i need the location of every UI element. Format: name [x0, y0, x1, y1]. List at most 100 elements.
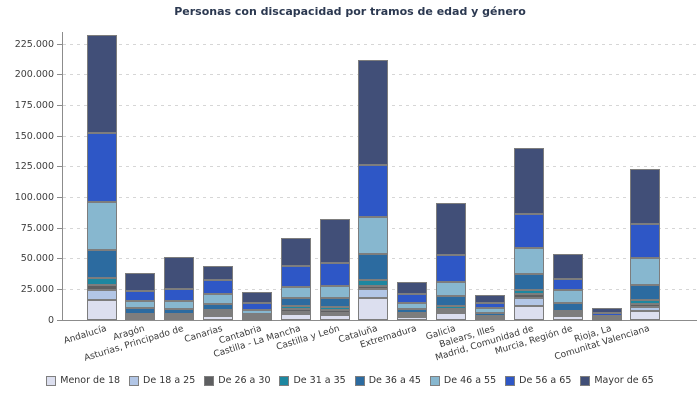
bar-segment-de-36-a-45[interactable]	[475, 312, 505, 316]
legend-item-de-56-a-65[interactable]: De 56 a 65	[505, 375, 571, 386]
bar-segment-de-36-a-45[interactable]	[86, 249, 117, 279]
bar-segment-menor-de-18[interactable]	[436, 313, 467, 320]
bar-segment-mayor-de-65[interactable]	[241, 292, 272, 304]
bar-segment-de-36-a-45[interactable]	[436, 295, 467, 306]
bar-segment-de-36-a-45[interactable]	[630, 285, 661, 301]
bar-segment-mayor-de-65[interactable]	[630, 169, 661, 224]
bar-segment-mayor-de-65[interactable]	[86, 35, 117, 133]
bar-segment-menor-de-18[interactable]	[397, 316, 428, 320]
bar-segment-mayor-de-65[interactable]	[280, 238, 311, 266]
bar-segment-de-56-a-65[interactable]	[86, 132, 117, 202]
bar-segment-de-31-a-35[interactable]	[280, 305, 311, 310]
bar-segment-de-18-a-25[interactable]	[630, 306, 661, 311]
bar-segment-menor-de-18[interactable]	[630, 310, 661, 320]
bar-segment-de-26-a-30[interactable]	[358, 285, 389, 289]
bar-segment-de-46-a-55[interactable]	[125, 300, 156, 309]
bar-segment-de-46-a-55[interactable]	[513, 248, 544, 275]
bar-segment-de-18-a-25[interactable]	[358, 288, 389, 298]
bar-segment-de-31-a-35[interactable]	[475, 315, 505, 318]
bar-segment-mayor-de-65[interactable]	[397, 281, 428, 295]
bar-segment-mayor-de-65[interactable]	[358, 59, 389, 165]
bar-segment-de-26-a-30[interactable]	[203, 312, 234, 315]
legend-item-de-26-a-30[interactable]: De 26 a 30	[204, 375, 270, 386]
bar-segment-mayor-de-65[interactable]	[436, 203, 467, 256]
bar-segment-de-18-a-25[interactable]	[203, 313, 234, 316]
bar-segment-menor-de-18[interactable]	[358, 297, 389, 320]
bar-segment-menor-de-18[interactable]	[86, 300, 117, 320]
bar-segment-de-56-a-65[interactable]	[358, 165, 389, 218]
bar-segment-de-26-a-30[interactable]	[280, 309, 311, 312]
bar-segment-de-56-a-65[interactable]	[280, 265, 311, 287]
bar-segment-de-56-a-65[interactable]	[241, 303, 272, 310]
bar-segment-de-56-a-65[interactable]	[591, 312, 622, 316]
bar-segment-de-46-a-55[interactable]	[591, 315, 622, 318]
bar-segment-mayor-de-65[interactable]	[203, 266, 234, 281]
bar-segment-de-26-a-30[interactable]	[630, 304, 661, 307]
bar-segment-de-46-a-55[interactable]	[319, 285, 350, 299]
bar-segment-de-31-a-35[interactable]	[203, 309, 234, 313]
bar-segment-de-31-a-35[interactable]	[164, 314, 195, 317]
bar-segment-de-56-a-65[interactable]	[397, 294, 428, 304]
bar-segment-de-31-a-35[interactable]	[125, 314, 156, 317]
bar-segment-mayor-de-65[interactable]	[319, 219, 350, 263]
bar-segment-menor-de-18[interactable]	[203, 315, 234, 320]
bar-segment-de-46-a-55[interactable]	[397, 303, 428, 310]
legend-item-de-46-a-55[interactable]: De 46 a 55	[429, 375, 496, 386]
bar-segment-de-26-a-30[interactable]	[552, 312, 583, 315]
bar-segment-de-31-a-35[interactable]	[513, 290, 544, 295]
bar-segment-de-31-a-35[interactable]	[436, 305, 467, 310]
bar-segment-de-18-a-25[interactable]	[319, 312, 350, 316]
legend-item-mayor-de-65[interactable]: Mayor de 65	[580, 375, 654, 386]
bar-segment-de-26-a-30[interactable]	[513, 294, 544, 299]
bar-segment-de-26-a-30[interactable]	[86, 285, 117, 291]
bar-segment-de-56-a-65[interactable]	[125, 290, 156, 301]
bar-segment-de-56-a-65[interactable]	[475, 302, 505, 309]
bar-segment-de-46-a-55[interactable]	[164, 300, 195, 310]
bar-segment-de-36-a-45[interactable]	[552, 303, 583, 312]
bar-segment-de-46-a-55[interactable]	[358, 217, 389, 255]
bar-segment-mayor-de-65[interactable]	[552, 253, 583, 280]
bar-segment-de-56-a-65[interactable]	[164, 288, 195, 301]
bar-segment-de-56-a-65[interactable]	[203, 280, 234, 294]
bar-segment-de-36-a-45[interactable]	[280, 298, 311, 306]
bar-segment-menor-de-18[interactable]	[319, 315, 350, 320]
bar-segment-de-56-a-65[interactable]	[552, 279, 583, 291]
bar-segment-de-26-a-30[interactable]	[319, 310, 350, 313]
bar-segment-de-56-a-65[interactable]	[513, 213, 544, 249]
bar-segment-mayor-de-65[interactable]	[125, 273, 156, 291]
bar-segment-de-31-a-35[interactable]	[86, 278, 117, 286]
bar-segment-menor-de-18[interactable]	[513, 306, 544, 320]
bar-segment-de-36-a-45[interactable]	[203, 303, 234, 310]
bar-segment-de-31-a-35[interactable]	[241, 316, 272, 319]
bar-segment-de-56-a-65[interactable]	[630, 223, 661, 259]
bar-segment-de-18-a-25[interactable]	[436, 310, 467, 314]
bar-segment-de-46-a-55[interactable]	[203, 293, 234, 304]
bar-segment-de-26-a-30[interactable]	[436, 309, 467, 312]
bar-segment-de-36-a-45[interactable]	[319, 298, 350, 307]
bar-segment-de-46-a-55[interactable]	[241, 309, 272, 314]
bar-segment-de-36-a-45[interactable]	[164, 309, 195, 315]
bar-segment-mayor-de-65[interactable]	[513, 148, 544, 214]
bar-segment-de-46-a-55[interactable]	[475, 308, 505, 313]
bar-segment-de-36-a-45[interactable]	[397, 309, 428, 314]
bar-segment-de-56-a-65[interactable]	[436, 255, 467, 282]
bar-segment-de-56-a-65[interactable]	[319, 262, 350, 286]
legend-item-de-18-a-25[interactable]: De 18 a 25	[129, 375, 195, 386]
bar-segment-mayor-de-65[interactable]	[164, 257, 195, 289]
bar-segment-de-36-a-45[interactable]	[513, 274, 544, 291]
bar-segment-de-46-a-55[interactable]	[86, 201, 117, 250]
bar-segment-de-36-a-45[interactable]	[125, 308, 156, 315]
legend-item-de-36-a-45[interactable]: De 36 a 45	[354, 375, 421, 386]
bar-segment-menor-de-18[interactable]	[280, 314, 311, 320]
bar-segment-de-36-a-45[interactable]	[241, 313, 272, 317]
legend-item-de-31-a-35[interactable]: De 31 a 35	[279, 375, 346, 386]
bar-segment-de-31-a-35[interactable]	[358, 279, 389, 286]
bar-segment-de-46-a-55[interactable]	[552, 290, 583, 304]
bar-segment-de-18-a-25[interactable]	[86, 290, 117, 301]
bar-segment-de-18-a-25[interactable]	[513, 298, 544, 306]
bar-segment-de-46-a-55[interactable]	[280, 286, 311, 299]
bar-segment-de-46-a-55[interactable]	[630, 258, 661, 286]
bar-segment-de-18-a-25[interactable]	[280, 311, 311, 315]
bar-segment-de-31-a-35[interactable]	[397, 313, 428, 316]
bar-segment-de-31-a-35[interactable]	[552, 311, 583, 314]
